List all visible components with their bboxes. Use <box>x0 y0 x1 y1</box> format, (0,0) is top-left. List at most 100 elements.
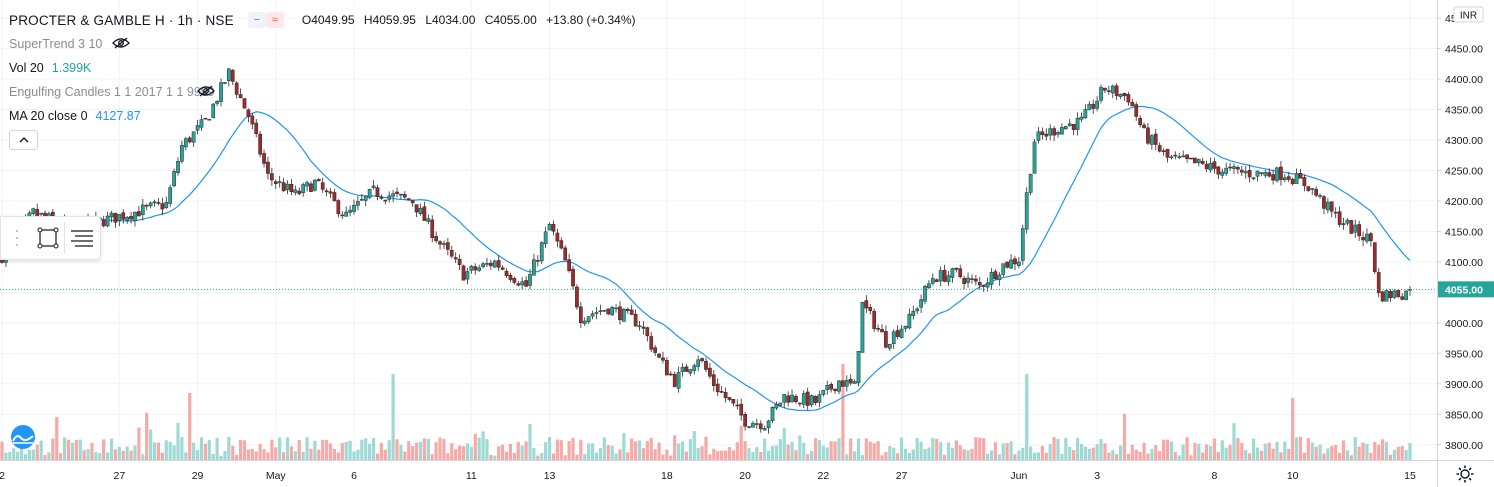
volume-bar <box>708 454 712 460</box>
volume-bar <box>1154 445 1158 460</box>
candle <box>1056 130 1060 138</box>
candle-body <box>899 328 904 339</box>
volume-bar <box>1083 446 1087 460</box>
candle <box>743 412 747 431</box>
candle-body <box>324 190 329 193</box>
candle <box>1032 138 1037 174</box>
volume-bar <box>884 452 888 460</box>
engulfing-row[interactable]: Engulfing Candles 1 1 2017 1 1 9999 <box>9 80 642 104</box>
candle-body <box>262 153 266 164</box>
gear-icon[interactable] <box>1455 464 1475 484</box>
volume-bar <box>1384 441 1389 460</box>
candle <box>852 379 857 384</box>
candle <box>927 280 931 290</box>
candle-body <box>864 300 869 309</box>
volume-bar <box>1185 437 1189 460</box>
candle <box>762 425 767 431</box>
volume-bar <box>770 445 775 460</box>
candle <box>1114 83 1119 101</box>
volume-bar <box>1013 454 1017 460</box>
candle-body <box>371 185 376 189</box>
wave-icon[interactable]: ≈ <box>265 12 284 28</box>
candle-body <box>1146 127 1150 144</box>
volume-bar <box>1318 444 1322 460</box>
legend-pill[interactable]: − ≈ <box>247 11 284 29</box>
candle <box>352 199 356 215</box>
volume-bar <box>1134 449 1138 460</box>
eye-crossed-icon[interactable] <box>196 84 215 100</box>
volume-bar <box>1248 453 1252 460</box>
candle-body <box>1063 126 1068 130</box>
volume-bar <box>856 438 861 460</box>
candle <box>383 199 388 205</box>
candle-body <box>250 115 255 125</box>
candle-body <box>727 397 732 400</box>
volume-bar <box>78 439 82 460</box>
candle <box>1337 206 1342 228</box>
candle <box>805 387 810 410</box>
candle <box>1193 157 1197 164</box>
symbol-title[interactable]: PROCTER & GAMBLE H · 1h · NSE <box>9 12 234 28</box>
candle-body <box>692 365 697 371</box>
volume-bar <box>352 451 356 460</box>
time-tick-label: 11 <box>466 470 477 482</box>
candle-body <box>1310 188 1315 190</box>
candle-body <box>571 268 575 287</box>
open-value: O4049.95 <box>301 13 355 27</box>
candle-body <box>438 241 442 245</box>
candle-body <box>226 68 231 81</box>
volume-bar <box>356 449 360 460</box>
candle <box>551 220 556 236</box>
candle <box>328 188 333 199</box>
object-tree-button[interactable] <box>65 218 100 258</box>
collapse-legend-button[interactable] <box>9 130 38 150</box>
hide-icon[interactable]: − <box>247 12 266 28</box>
candle-body <box>1075 117 1080 130</box>
volume-bar <box>1029 446 1033 460</box>
candle-body <box>1232 166 1236 169</box>
candle-body <box>590 313 595 317</box>
candle <box>1388 288 1393 302</box>
volume-bar <box>0 441 4 460</box>
candle-body <box>496 260 501 268</box>
time-tick-label: 22 <box>817 470 829 482</box>
candle-body <box>614 307 618 310</box>
candle <box>1384 289 1389 302</box>
volume-bar <box>759 452 763 460</box>
candle <box>559 237 564 250</box>
ma-row[interactable]: MA 20 close 0 4127.87 <box>9 104 642 128</box>
candle <box>148 201 153 209</box>
candle <box>618 301 622 325</box>
candle <box>704 357 708 372</box>
candle <box>1048 124 1053 141</box>
candle <box>418 203 423 216</box>
eye-crossed-icon[interactable] <box>112 36 131 52</box>
tradingview-logo-icon[interactable] <box>8 425 38 449</box>
volume-bar <box>794 450 798 460</box>
candle <box>543 226 548 248</box>
candle-body <box>1333 211 1338 214</box>
candle <box>989 268 994 290</box>
select-tool-button[interactable] <box>32 218 63 258</box>
volume-bar <box>782 428 786 460</box>
candle <box>1130 98 1135 107</box>
candle <box>884 325 888 349</box>
volume-bar <box>962 449 966 460</box>
candle <box>856 351 861 387</box>
volume-bar <box>1197 443 1201 460</box>
candle <box>1271 169 1275 185</box>
candle <box>1005 261 1010 269</box>
volume-bar <box>716 451 720 460</box>
volume-bar <box>446 453 450 460</box>
supertrend-row[interactable]: SuperTrend 3 10 <box>9 32 642 56</box>
volume-bar <box>16 451 20 460</box>
volume-bar <box>55 417 59 460</box>
candle <box>657 353 661 359</box>
volume-row[interactable]: Vol 20 1.399K <box>9 56 642 80</box>
volume-bar <box>285 437 290 460</box>
volume-bar <box>1169 441 1174 460</box>
toolbox-handle[interactable] <box>1 218 32 258</box>
candle-body <box>958 268 963 278</box>
candle <box>711 370 716 392</box>
